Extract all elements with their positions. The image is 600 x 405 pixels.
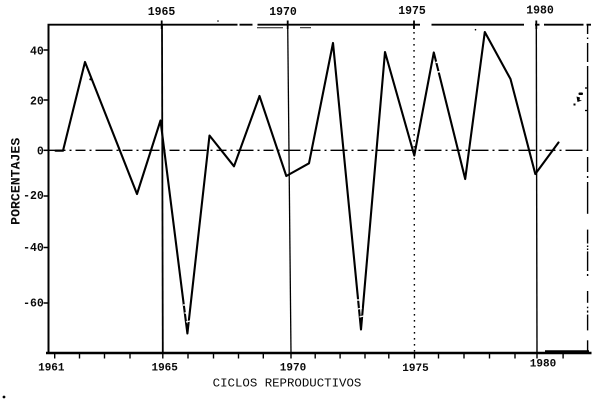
svg-text:1980: 1980 bbox=[526, 4, 554, 17]
svg-text:1970: 1970 bbox=[280, 363, 306, 375]
svg-text:1975: 1975 bbox=[402, 363, 429, 375]
svg-text:CICLOS REPRODUCTIVOS: CICLOS REPRODUCTIVOS bbox=[213, 376, 362, 390]
svg-text:1965: 1965 bbox=[148, 6, 176, 19]
svg-text:1961: 1961 bbox=[38, 363, 65, 375]
svg-text:-60: -60 bbox=[23, 298, 44, 311]
svg-text:20: 20 bbox=[30, 95, 44, 108]
svg-text:1970: 1970 bbox=[269, 6, 297, 19]
svg-text:40: 40 bbox=[30, 45, 44, 58]
svg-text:1975: 1975 bbox=[398, 5, 426, 18]
svg-text:1965: 1965 bbox=[151, 363, 178, 375]
svg-text:-40: -40 bbox=[23, 242, 44, 255]
svg-text:0: 0 bbox=[37, 145, 44, 158]
svg-text:-20: -20 bbox=[23, 190, 44, 203]
svg-text:1980: 1980 bbox=[530, 359, 556, 371]
svg-text:PORCENTAJES: PORCENTAJES bbox=[8, 138, 23, 225]
